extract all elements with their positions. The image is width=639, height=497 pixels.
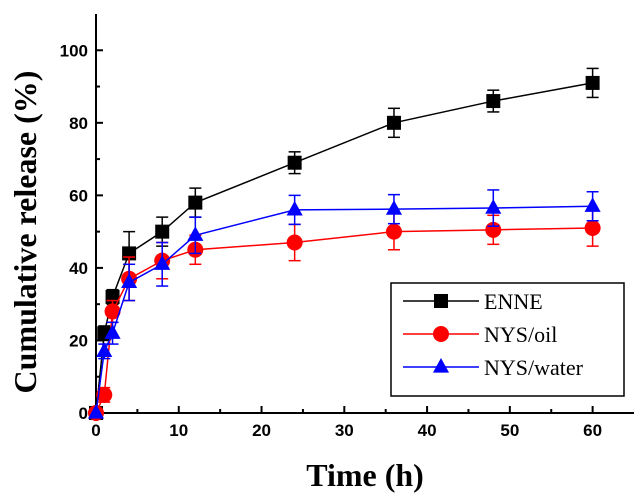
data-point [485,199,502,214]
y-tick-label: 0 [79,404,88,423]
plot-area [87,67,601,421]
x-tick-label: 60 [583,421,602,440]
data-point [385,200,403,215]
x-tick-label: 10 [169,421,188,440]
data-point [87,403,105,419]
data-point [96,342,113,357]
data-point [287,155,302,170]
series-line [95,205,593,414]
data-point [386,115,401,130]
data-point [584,220,601,237]
data-point [584,197,601,212]
data-point [154,255,171,270]
x-tick-label: 40 [418,421,437,440]
data-point [585,75,600,90]
data-point [188,195,203,210]
y-tick-label: 80 [69,114,88,133]
data-point [96,386,113,403]
legend-label: NYS/water [484,355,584,380]
y-axis-title: Cumulative release (%) [7,71,43,394]
y-tick-label: 100 [60,41,88,60]
legend-marker [432,357,450,373]
y-tick-label: 40 [69,259,88,278]
x-tick-label: 0 [91,421,100,440]
data-point [104,303,121,320]
legend-label: ENNE [484,289,543,314]
data-point [187,226,204,241]
legend-box [390,282,625,397]
data-point [385,223,402,240]
series-nys-water [87,189,601,419]
data-point [121,273,138,289]
legend: ENNE NYS/oil NYS/water [390,282,625,397]
data-point [104,324,121,339]
x-axis-title: Time (h) [306,457,424,493]
data-point [286,200,303,216]
data-point [286,234,303,251]
data-point [486,94,501,109]
axes: 0 10 20 30 40 50 60 0 20 40 60 80 100 [60,14,634,440]
legend-marker [433,326,449,342]
data-point [155,224,170,239]
legend-label: NYS/oil [484,322,557,347]
x-tick-label: 30 [335,421,354,440]
legend-marker [434,294,448,308]
x-tick-label: 20 [252,421,271,440]
y-tick-label: 20 [69,331,88,350]
x-tick-label: 50 [500,421,519,440]
y-tick-label: 60 [69,186,88,205]
